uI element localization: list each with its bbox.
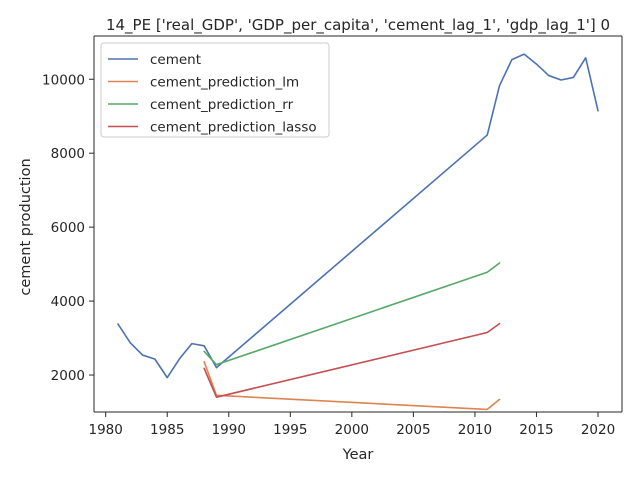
legend-box — [100, 42, 330, 138]
y-tick-label: 10000 — [42, 72, 85, 88]
axes-layer — [93, 35, 623, 413]
series-line-cement-prediction-rr — [203, 262, 501, 366]
x-tick-label: 1990 — [212, 422, 246, 438]
legend: cement cement_prediction_lm cement_predict… — [100, 42, 330, 138]
series-line-cement-prediction-lasso — [203, 322, 501, 399]
legend-label: cement_prediction_lm — [150, 75, 299, 91]
x-axis-label: Year — [342, 447, 374, 463]
y-tick-label: 8000 — [51, 146, 85, 162]
series-layer — [117, 53, 599, 411]
x-tick-label: 2000 — [335, 422, 369, 438]
x-tick-label: 2015 — [519, 422, 553, 438]
x-tick-label: 1980 — [89, 422, 123, 438]
y-tick-label: 2000 — [51, 368, 85, 384]
x-tick-label: 2010 — [458, 422, 492, 438]
legend-label: cement_prediction_lasso — [150, 120, 317, 136]
y-tick-label: 4000 — [51, 294, 85, 310]
y-axis-label: cement production — [18, 158, 34, 295]
legend-entries: cement cement_prediction_lm cement_predict… — [108, 52, 317, 136]
chart-title: 14_PE ['real_GDP', 'GDP_per_capita', 'ce… — [106, 16, 610, 35]
x-tick-label: 2020 — [581, 422, 615, 438]
x-tick-label: 2005 — [396, 422, 430, 438]
x-tick-label: 1995 — [273, 422, 307, 438]
legend-label: cement — [150, 52, 201, 68]
x-tick-label: 1985 — [150, 422, 184, 438]
ticks-layer: 1980 1985 1990 1995 2000 2005 2010 2015 2020 2000… — [42, 72, 615, 438]
series-line-cement-prediction-lm — [203, 360, 501, 411]
legend-label: cement_prediction_rr — [150, 97, 294, 113]
series-line-cement — [117, 53, 599, 379]
y-tick-label: 6000 — [51, 220, 85, 236]
